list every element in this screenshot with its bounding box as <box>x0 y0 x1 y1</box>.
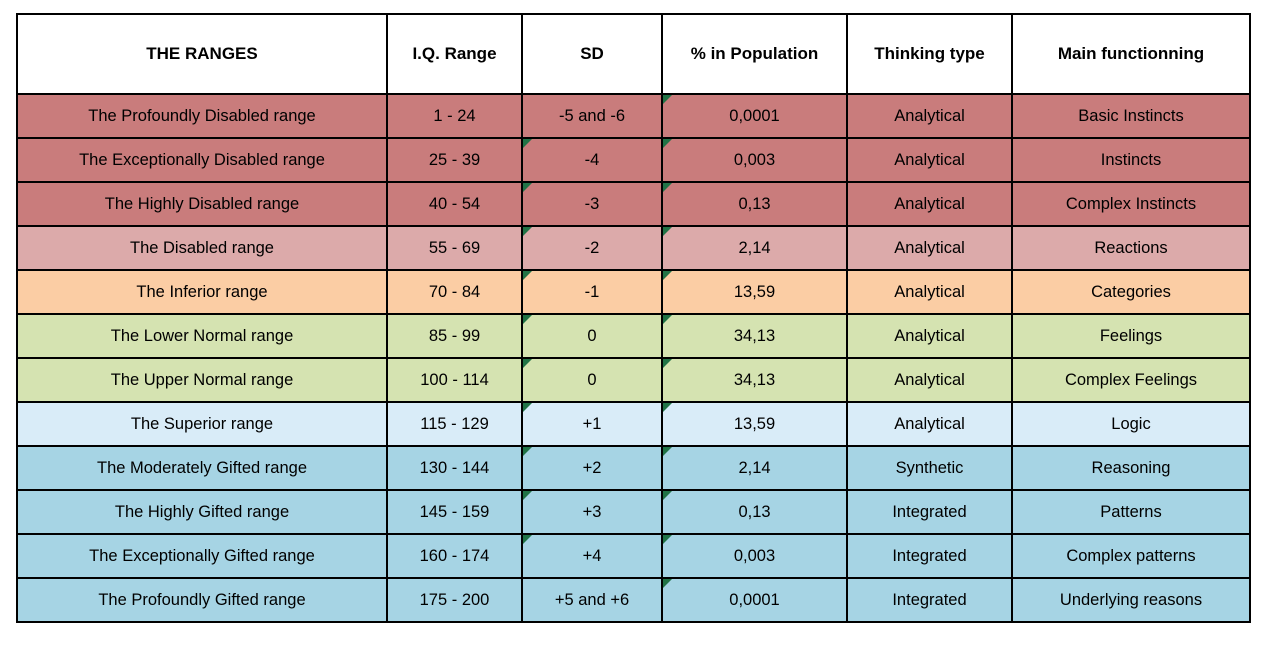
cell-thinking-type: Integrated <box>846 577 1013 623</box>
cell-percent-population: 34,13 <box>661 313 848 359</box>
cell-iq-range: 145 - 159 <box>386 489 523 535</box>
cell-main-functioning: Basic Instincts <box>1011 93 1251 139</box>
cell-percent-population: 0,13 <box>661 181 848 227</box>
cell-iq-range: 100 - 114 <box>386 357 523 403</box>
cell-thinking-type: Analytical <box>846 181 1013 227</box>
cell-iq-range: 55 - 69 <box>386 225 523 271</box>
cell-thinking-type: Analytical <box>846 93 1013 139</box>
cell-sd: -2 <box>521 225 663 271</box>
cell-percent-population: 34,13 <box>661 357 848 403</box>
table-row: The Highly Disabled range 40 - 54 -3 0,1… <box>16 181 1251 227</box>
cell-thinking-type: Integrated <box>846 489 1013 535</box>
cell-sd: -1 <box>521 269 663 315</box>
cell-thinking-type: Synthetic <box>846 445 1013 491</box>
cell-sd: +1 <box>521 401 663 447</box>
cell-range: The Lower Normal range <box>16 313 388 359</box>
cell-sd: +4 <box>521 533 663 579</box>
cell-iq-range: 130 - 144 <box>386 445 523 491</box>
header-the-ranges: THE RANGES <box>16 13 388 95</box>
cell-thinking-type: Analytical <box>846 225 1013 271</box>
cell-iq-range: 1 - 24 <box>386 93 523 139</box>
cell-sd: 0 <box>521 357 663 403</box>
cell-main-functioning: Reasoning <box>1011 445 1251 491</box>
table-row: The Highly Gifted range 145 - 159 +3 0,1… <box>16 489 1251 535</box>
cell-thinking-type: Analytical <box>846 357 1013 403</box>
cell-range: The Moderately Gifted range <box>16 445 388 491</box>
cell-range: The Highly Disabled range <box>16 181 388 227</box>
cell-percent-population: 2,14 <box>661 445 848 491</box>
header-main-functioning: Main functionning <box>1011 13 1251 95</box>
cell-main-functioning: Complex patterns <box>1011 533 1251 579</box>
iq-ranges-table: THE RANGES I.Q. Range SD % in Population… <box>16 13 1251 623</box>
table-row: The Lower Normal range 85 - 99 0 34,13 A… <box>16 313 1251 359</box>
cell-iq-range: 70 - 84 <box>386 269 523 315</box>
cell-main-functioning: Complex Feelings <box>1011 357 1251 403</box>
cell-percent-population: 13,59 <box>661 401 848 447</box>
cell-percent-population: 0,003 <box>661 533 848 579</box>
table-row: The Exceptionally Gifted range 160 - 174… <box>16 533 1251 579</box>
cell-range: The Exceptionally Disabled range <box>16 137 388 183</box>
cell-range: The Disabled range <box>16 225 388 271</box>
cell-sd: -5 and -6 <box>521 93 663 139</box>
cell-percent-population: 0,0001 <box>661 577 848 623</box>
table-row: The Inferior range 70 - 84 -1 13,59 Anal… <box>16 269 1251 315</box>
header-percent-population: % in Population <box>661 13 848 95</box>
cell-iq-range: 160 - 174 <box>386 533 523 579</box>
cell-thinking-type: Analytical <box>846 269 1013 315</box>
cell-range: The Profoundly Disabled range <box>16 93 388 139</box>
header-sd: SD <box>521 13 663 95</box>
cell-range: The Superior range <box>16 401 388 447</box>
cell-thinking-type: Analytical <box>846 401 1013 447</box>
cell-main-functioning: Reactions <box>1011 225 1251 271</box>
cell-range: The Exceptionally Gifted range <box>16 533 388 579</box>
cell-main-functioning: Instincts <box>1011 137 1251 183</box>
header-iq-range: I.Q. Range <box>386 13 523 95</box>
cell-sd: +5 and +6 <box>521 577 663 623</box>
header-thinking-type: Thinking type <box>846 13 1013 95</box>
table-row: The Profoundly Disabled range 1 - 24 -5 … <box>16 93 1251 139</box>
cell-iq-range: 40 - 54 <box>386 181 523 227</box>
cell-main-functioning: Categories <box>1011 269 1251 315</box>
page: THE RANGES I.Q. Range SD % in Population… <box>16 13 1251 623</box>
cell-iq-range: 85 - 99 <box>386 313 523 359</box>
cell-main-functioning: Underlying reasons <box>1011 577 1251 623</box>
cell-thinking-type: Analytical <box>846 313 1013 359</box>
cell-sd: -4 <box>521 137 663 183</box>
cell-range: The Upper Normal range <box>16 357 388 403</box>
table-row: The Profoundly Gifted range 175 - 200 +5… <box>16 577 1251 623</box>
cell-range: The Highly Gifted range <box>16 489 388 535</box>
cell-range: The Profoundly Gifted range <box>16 577 388 623</box>
cell-iq-range: 115 - 129 <box>386 401 523 447</box>
cell-sd: +2 <box>521 445 663 491</box>
cell-percent-population: 0,0001 <box>661 93 848 139</box>
cell-thinking-type: Analytical <box>846 137 1013 183</box>
cell-main-functioning: Complex Instincts <box>1011 181 1251 227</box>
cell-main-functioning: Feelings <box>1011 313 1251 359</box>
cell-sd: -3 <box>521 181 663 227</box>
cell-iq-range: 175 - 200 <box>386 577 523 623</box>
cell-percent-population: 0,13 <box>661 489 848 535</box>
header-row: THE RANGES I.Q. Range SD % in Population… <box>16 13 1251 95</box>
cell-thinking-type: Integrated <box>846 533 1013 579</box>
table-row: The Superior range 115 - 129 +1 13,59 An… <box>16 401 1251 447</box>
cell-iq-range: 25 - 39 <box>386 137 523 183</box>
cell-sd: 0 <box>521 313 663 359</box>
cell-sd: +3 <box>521 489 663 535</box>
table-row: The Moderately Gifted range 130 - 144 +2… <box>16 445 1251 491</box>
cell-main-functioning: Patterns <box>1011 489 1251 535</box>
cell-main-functioning: Logic <box>1011 401 1251 447</box>
table-row: The Upper Normal range 100 - 114 0 34,13… <box>16 357 1251 403</box>
cell-range: The Inferior range <box>16 269 388 315</box>
cell-percent-population: 0,003 <box>661 137 848 183</box>
cell-percent-population: 2,14 <box>661 225 848 271</box>
table-row: The Exceptionally Disabled range 25 - 39… <box>16 137 1251 183</box>
table-row: The Disabled range 55 - 69 -2 2,14 Analy… <box>16 225 1251 271</box>
cell-percent-population: 13,59 <box>661 269 848 315</box>
